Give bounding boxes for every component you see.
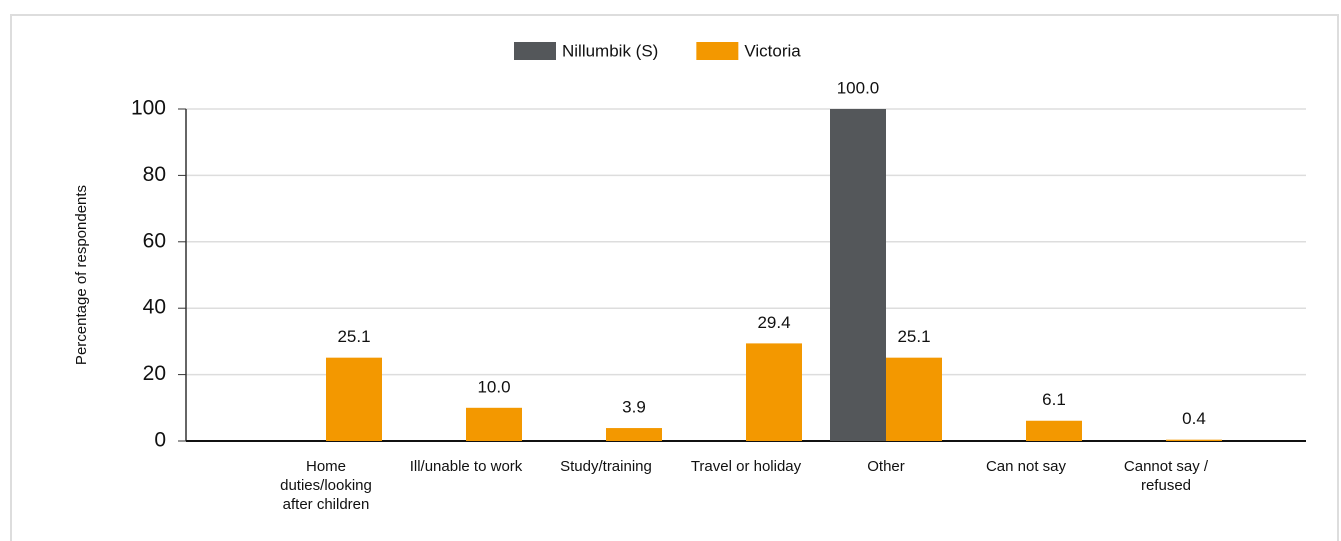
value-label: 0.4 xyxy=(1182,409,1206,428)
x-tick-label: Home duties/looking after children xyxy=(280,458,372,513)
x-tick-label: Cannot say / refused xyxy=(1123,458,1209,494)
x-tick-label: Ill/unable to work xyxy=(409,458,523,475)
legend-label: Nillumbik (S) xyxy=(562,41,658,60)
y-tick-label: 100 xyxy=(131,97,166,120)
value-label: 6.1 xyxy=(1042,390,1066,409)
bar xyxy=(1166,439,1222,441)
x-tick-label: Can not say xyxy=(985,458,1067,475)
legend-swatch xyxy=(514,42,556,60)
value-label: 25.1 xyxy=(897,327,930,346)
x-tick-label: Travel or holiday xyxy=(690,458,802,475)
value-label: 10.0 xyxy=(477,377,510,396)
value-label: 25.1 xyxy=(337,327,370,346)
value-label: 29.4 xyxy=(757,313,790,332)
y-axis-label: Percentage of respondents xyxy=(73,185,90,365)
bar xyxy=(606,428,662,441)
legend-swatch xyxy=(696,42,739,60)
bar xyxy=(1026,420,1082,441)
x-tick-label: Other xyxy=(867,458,905,475)
x-tick-label: Study/training xyxy=(560,458,652,475)
legend-label: Victoria xyxy=(744,41,801,60)
bar xyxy=(886,357,942,441)
chart-frame xyxy=(10,14,1339,541)
value-label: 3.9 xyxy=(622,398,646,417)
y-tick-label: 0 xyxy=(154,429,166,452)
bar xyxy=(746,343,802,441)
y-tick-label: 20 xyxy=(143,362,166,385)
bar xyxy=(830,109,886,441)
value-label: 100.0 xyxy=(837,78,880,97)
bar xyxy=(326,357,382,441)
y-tick-label: 80 xyxy=(143,163,166,186)
y-tick-label: 40 xyxy=(143,296,166,319)
bar xyxy=(466,407,522,441)
y-tick-label: 60 xyxy=(143,229,166,252)
